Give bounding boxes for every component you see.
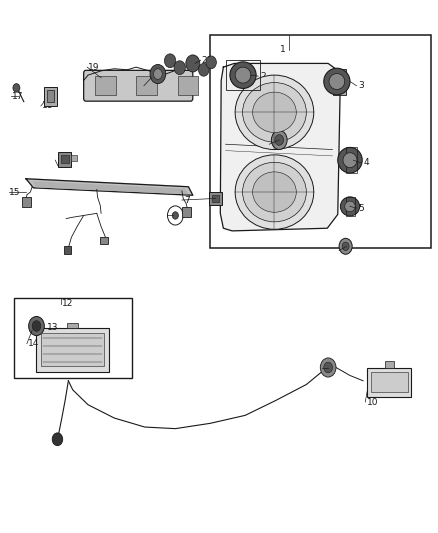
Circle shape [275,135,284,146]
Bar [67,323,78,328]
Text: 12: 12 [62,299,73,308]
Bar [367,368,411,397]
Ellipse shape [230,62,256,88]
Text: 20: 20 [145,81,156,90]
Text: 13: 13 [46,323,58,332]
Bar [71,155,77,161]
Bar [58,152,71,166]
Bar [21,197,31,207]
Bar [210,35,431,248]
Ellipse shape [235,67,251,83]
Bar [177,76,198,95]
Ellipse shape [345,201,355,212]
Circle shape [32,321,41,332]
Bar [385,361,394,368]
Text: 5: 5 [359,204,364,213]
Circle shape [206,56,216,69]
Ellipse shape [243,83,306,142]
Text: 10: 10 [367,398,379,407]
Circle shape [342,242,349,251]
Text: 1: 1 [280,45,286,54]
Bar [209,192,222,205]
Circle shape [167,206,183,225]
Text: 21: 21 [201,56,213,64]
Bar [346,148,357,173]
Text: 14: 14 [28,339,39,348]
FancyBboxPatch shape [84,70,193,101]
Bar [61,155,69,164]
Text: 16: 16 [57,156,69,165]
Bar [346,197,355,216]
Bar [14,298,132,378]
Text: 19: 19 [88,63,99,71]
Ellipse shape [253,92,296,133]
Polygon shape [220,63,340,231]
Circle shape [174,61,185,75]
Bar [182,207,191,216]
Circle shape [13,84,20,92]
Text: 8: 8 [169,212,174,221]
Circle shape [28,317,44,336]
Ellipse shape [253,172,296,212]
Text: 2: 2 [261,71,266,80]
Circle shape [164,54,176,68]
Circle shape [339,238,352,254]
Bar [212,195,219,202]
Ellipse shape [324,68,350,95]
Text: 6: 6 [272,140,277,149]
Bar [100,237,108,244]
Ellipse shape [340,197,360,216]
Bar [95,76,116,95]
Circle shape [198,63,209,76]
Circle shape [186,55,200,72]
Text: 15: 15 [10,188,21,197]
Bar [36,328,109,372]
Text: 3: 3 [359,81,364,90]
Ellipse shape [235,75,314,150]
Circle shape [324,362,332,373]
Polygon shape [33,182,187,193]
Bar [41,334,104,367]
Bar [47,90,54,102]
Circle shape [172,212,178,219]
Circle shape [153,69,162,79]
Ellipse shape [243,163,306,222]
Text: 4: 4 [363,158,369,167]
Text: 7: 7 [184,196,190,205]
Ellipse shape [235,155,314,229]
Ellipse shape [338,148,362,173]
Text: 9: 9 [324,363,329,372]
Bar [371,372,408,392]
Text: 17: 17 [12,92,23,101]
Ellipse shape [343,153,357,167]
Circle shape [320,358,336,377]
Circle shape [150,64,166,84]
Bar [64,246,71,254]
Bar [332,69,346,95]
Bar [226,60,260,90]
Text: 6: 6 [341,246,347,255]
Circle shape [272,131,287,150]
Polygon shape [26,179,193,195]
Bar [44,87,57,106]
Ellipse shape [329,74,345,90]
Bar [136,76,157,95]
Circle shape [52,433,63,446]
Text: 18: 18 [42,101,54,110]
